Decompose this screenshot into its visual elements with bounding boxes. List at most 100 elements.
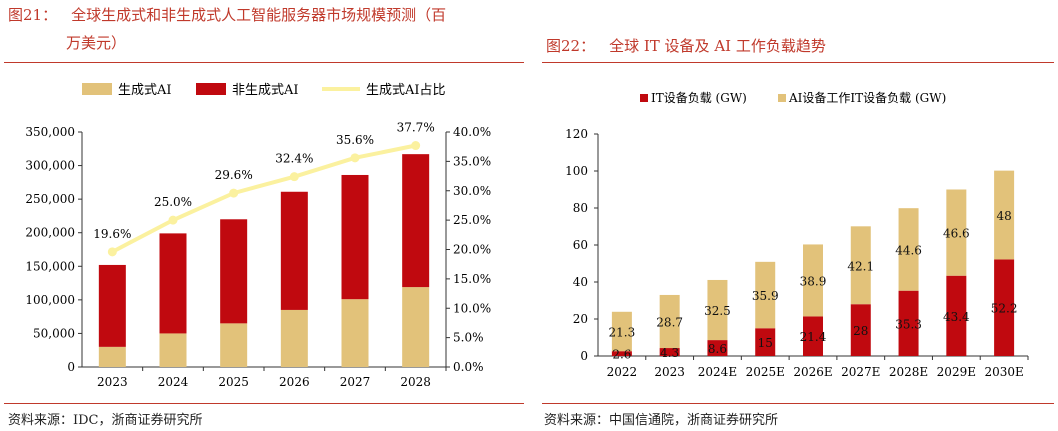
figure-title-line1: 全球生成式和非生成式人工智能服务器市场规模预测（百	[71, 6, 447, 24]
line-point	[350, 153, 360, 163]
bar-ai-load	[850, 226, 871, 305]
y2-tick-label: 10.0%	[453, 301, 491, 315]
data-label-share: 32.4%	[275, 152, 313, 166]
line-point	[411, 141, 421, 151]
legend-gen-ai-swatch	[82, 83, 112, 95]
bar-gen-ai	[402, 287, 430, 367]
x-tick-label: 2026E	[793, 365, 832, 379]
x-tick-label: 2026	[279, 375, 310, 389]
data-label-it-load: 4.3	[660, 346, 679, 360]
y-tick-label: 80	[573, 201, 588, 215]
x-tick-label: 2022	[607, 365, 638, 379]
legend-it-load-swatch	[640, 94, 648, 102]
bar-it-load	[898, 290, 919, 356]
data-label-it-load: 28	[853, 324, 868, 338]
bar-nongen-ai	[98, 264, 126, 347]
x-tick-label: 2027	[340, 375, 371, 389]
x-tick-label: 2027E	[841, 365, 880, 379]
data-label-it-load: 2.6	[612, 348, 631, 362]
bar-gen-ai	[341, 299, 369, 367]
bar-ai-load	[898, 208, 919, 291]
y2-tick-label: 30.0%	[453, 184, 491, 198]
x-tick-label: 2023	[654, 365, 685, 379]
figure-title-text: 全球 IT 设备及 AI 工作负载趋势	[609, 37, 826, 55]
data-label-ai-load: 28.7	[656, 315, 683, 329]
bar-it-load	[611, 351, 632, 356]
bar-gen-ai	[98, 346, 126, 367]
bar-ai-load	[994, 170, 1015, 260]
bar-it-load	[707, 340, 728, 356]
x-tick-label: 2029E	[937, 365, 976, 379]
y2-tick-label: 35.0%	[453, 154, 491, 168]
bar-it-load	[850, 304, 871, 356]
data-label-it-load: 35.3	[895, 317, 922, 331]
data-label-ai-load: 42.1	[847, 259, 874, 273]
y-tick-label: 350,000	[25, 125, 75, 139]
y2-tick-label: 0.0%	[453, 360, 484, 374]
figure-label: 图21：	[8, 6, 58, 24]
bar-gen-ai	[280, 309, 308, 367]
data-label-it-load: 21.4	[800, 330, 827, 344]
x-tick-label: 2023	[97, 375, 128, 389]
y-tick-label: 150,000	[25, 259, 75, 273]
data-label-ai-load: 21.3	[609, 325, 636, 339]
bar-gen-ai	[220, 323, 248, 367]
legend-ai-load-label: AI设备工作IT设备负载 (GW)	[788, 91, 946, 105]
legend-nongen-ai-swatch	[196, 83, 226, 95]
y-tick-label: 40	[573, 275, 588, 289]
x-tick-label: 2025E	[746, 365, 785, 379]
y-tick-label: 50,000	[33, 326, 75, 340]
legend-ai-load-swatch	[778, 94, 786, 102]
y-tick-label: 120	[565, 127, 588, 141]
bar-it-load	[946, 275, 967, 356]
bar-ai-load	[946, 189, 967, 276]
data-label-it-load: 8.6	[708, 342, 727, 356]
data-label-share: 19.6%	[93, 227, 131, 241]
chart-server-market: 生成式AI 非生成式AI 生成式AI占比 0 50,000 100,000 150,000 2…	[25, 83, 491, 389]
chart-it-workload: IT设备负载 (GW) AI设备工作IT设备负载 (GW) 0 20 40 60 80 100…	[565, 91, 1029, 379]
source-divider	[4, 403, 524, 404]
bar-it-load	[659, 348, 680, 356]
y-tick-label: 60	[573, 238, 588, 252]
y2-tick-label: 15.0%	[453, 272, 491, 286]
bar-nongen-ai	[159, 233, 187, 334]
legend-gen-ai-share-label: 生成式AI占比	[366, 83, 446, 98]
source-divider	[542, 403, 1054, 404]
line-point	[168, 215, 178, 225]
data-label-it-load: 52.2	[991, 302, 1018, 316]
right-figure: 图22： 全球 IT 设备及 AI 工作负载趋势 IT设备负载 (GW) AI设备工…	[540, 0, 1058, 431]
x-tick-label: 2028	[400, 375, 431, 389]
x-tick-label: 2030E	[984, 365, 1023, 379]
line-point	[107, 247, 117, 257]
legend-nongen-ai-label: 非生成式AI	[232, 83, 299, 98]
bar-nongen-ai	[220, 219, 248, 324]
data-label-ai-load: 38.9	[800, 274, 827, 288]
y-tick-label: 0	[580, 349, 588, 363]
y-tick-label: 100	[565, 164, 588, 178]
data-label-ai-load: 35.9	[752, 289, 779, 303]
x-tick-label: 2028E	[889, 365, 928, 379]
y2-tick-label: 5.0%	[453, 331, 484, 345]
data-label-ai-load: 48	[996, 209, 1011, 223]
legend-it-load-label: IT设备负载 (GW)	[651, 91, 747, 105]
bar-nongen-ai	[280, 191, 308, 310]
source-note: 资料来源：IDC，浙商证券研究所	[8, 413, 203, 428]
line-point	[289, 172, 299, 182]
figure-label: 图22：	[546, 37, 596, 55]
data-label-share: 35.6%	[336, 133, 374, 147]
figure-title-line2: 万美元）	[66, 34, 127, 52]
bar-it-load	[755, 328, 776, 356]
bar-ai-load	[611, 311, 632, 352]
title-divider	[542, 62, 1054, 63]
bar-ai-load	[803, 244, 823, 317]
data-label-share: 37.7%	[397, 121, 435, 135]
source-note: 资料来源：中国信通院，浙商证券研究所	[544, 413, 779, 428]
y-tick-label: 300,000	[25, 159, 75, 173]
title-divider	[4, 62, 524, 63]
x-tick-label: 2024E	[698, 365, 737, 379]
data-label-ai-load: 44.6	[895, 243, 922, 257]
line-point	[229, 188, 239, 198]
data-label-share: 29.6%	[215, 168, 253, 182]
bar-nongen-ai	[341, 174, 369, 300]
bar-it-load	[994, 259, 1015, 356]
